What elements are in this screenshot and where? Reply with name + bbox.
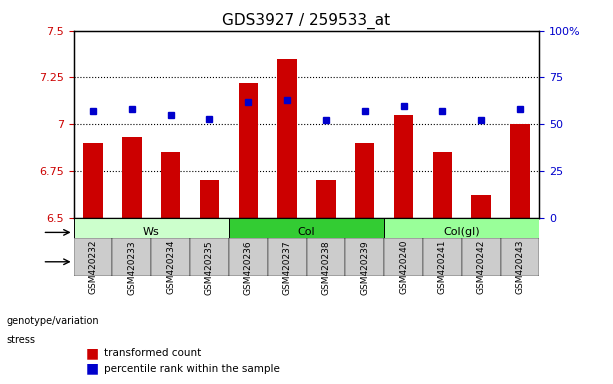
Text: NaCl: NaCl <box>177 257 203 267</box>
FancyBboxPatch shape <box>74 247 151 276</box>
Text: GSM420232: GSM420232 <box>88 240 97 295</box>
FancyBboxPatch shape <box>268 238 306 276</box>
Text: genotype/variation: genotype/variation <box>6 316 99 326</box>
Text: NaCl: NaCl <box>487 257 514 267</box>
Text: Col: Col <box>298 227 315 237</box>
Bar <box>355 143 375 218</box>
Text: untreated: untreated <box>85 257 140 267</box>
Text: NaCl: NaCl <box>332 257 359 267</box>
FancyBboxPatch shape <box>345 238 384 276</box>
FancyBboxPatch shape <box>384 238 423 276</box>
Text: GSM420240: GSM420240 <box>399 240 408 295</box>
Bar <box>83 143 103 218</box>
Bar <box>122 137 142 218</box>
Text: GSM420233: GSM420233 <box>128 240 136 295</box>
FancyBboxPatch shape <box>190 238 229 276</box>
Text: percentile rank within the sample: percentile rank within the sample <box>104 364 280 374</box>
FancyBboxPatch shape <box>462 247 539 276</box>
Bar <box>510 124 530 218</box>
Bar <box>394 115 413 218</box>
FancyBboxPatch shape <box>229 238 268 276</box>
Text: GSM420239: GSM420239 <box>360 240 369 295</box>
Bar <box>278 59 297 218</box>
Text: GSM420237: GSM420237 <box>283 240 292 295</box>
Text: GSM420238: GSM420238 <box>321 240 330 295</box>
Bar <box>471 195 491 218</box>
FancyBboxPatch shape <box>384 247 462 276</box>
FancyBboxPatch shape <box>501 238 539 276</box>
FancyBboxPatch shape <box>112 238 151 276</box>
FancyBboxPatch shape <box>151 238 190 276</box>
FancyBboxPatch shape <box>229 247 306 276</box>
Bar <box>238 83 258 218</box>
Text: GSM420242: GSM420242 <box>477 240 485 295</box>
Bar <box>161 152 180 218</box>
Bar <box>200 180 219 218</box>
Bar <box>433 152 452 218</box>
Text: untreated: untreated <box>395 257 451 267</box>
Text: transformed count: transformed count <box>104 348 202 358</box>
Title: GDS3927 / 259533_at: GDS3927 / 259533_at <box>223 13 390 29</box>
FancyBboxPatch shape <box>306 247 384 276</box>
Bar <box>316 180 336 218</box>
FancyBboxPatch shape <box>151 247 229 276</box>
FancyBboxPatch shape <box>74 218 229 247</box>
Text: Ws: Ws <box>143 227 159 237</box>
Text: ■: ■ <box>86 346 99 360</box>
Text: GSM420236: GSM420236 <box>244 240 253 295</box>
Text: Col(gl): Col(gl) <box>443 227 480 237</box>
FancyBboxPatch shape <box>74 238 112 276</box>
FancyBboxPatch shape <box>462 238 501 276</box>
FancyBboxPatch shape <box>306 238 345 276</box>
Text: untreated: untreated <box>240 257 295 267</box>
Text: stress: stress <box>6 335 35 345</box>
Text: GSM420243: GSM420243 <box>516 240 525 295</box>
Text: GSM420241: GSM420241 <box>438 240 447 295</box>
Text: ■: ■ <box>86 362 99 376</box>
Text: GSM420234: GSM420234 <box>166 240 175 295</box>
Text: GSM420235: GSM420235 <box>205 240 214 295</box>
FancyBboxPatch shape <box>229 218 384 247</box>
FancyBboxPatch shape <box>384 218 539 247</box>
FancyBboxPatch shape <box>423 238 462 276</box>
